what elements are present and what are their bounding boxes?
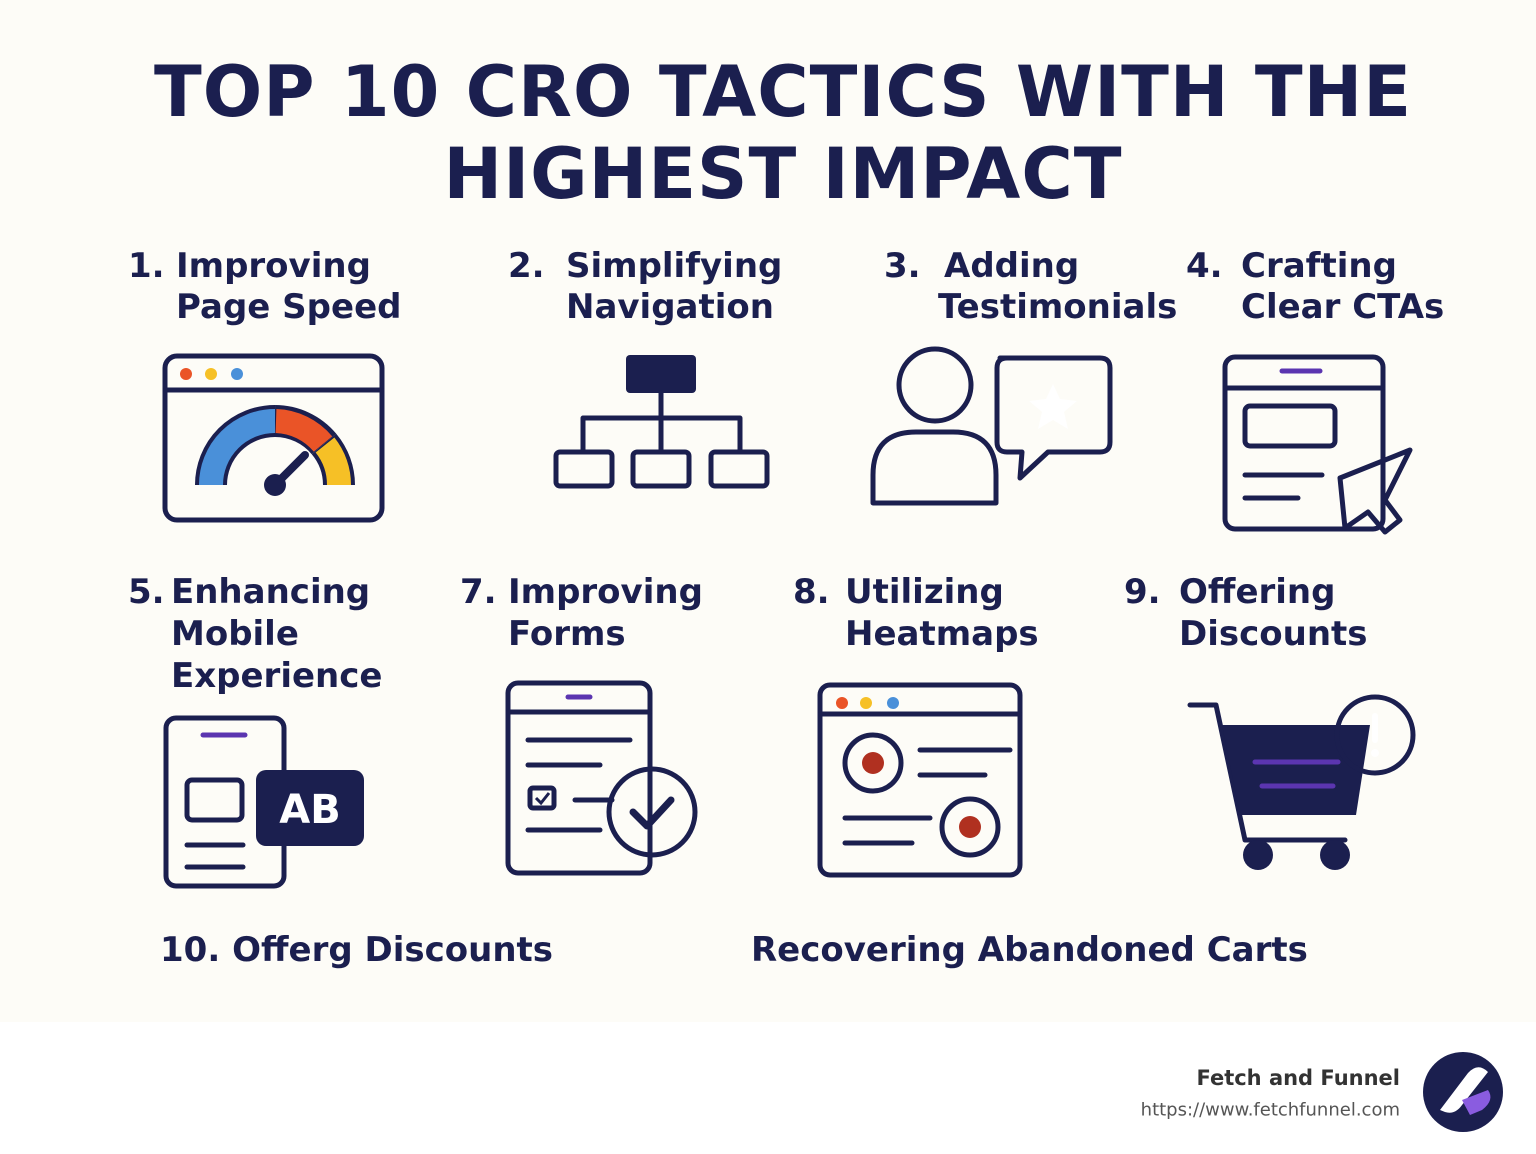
icon-cart [1187, 694, 1416, 870]
item-number: 2. [508, 246, 545, 286]
title-line: TOP 10 CRO TACTICS WITH THE [154, 51, 1412, 133]
item-number: 7. [460, 572, 497, 612]
item-label: Crafting [1241, 246, 1397, 286]
item-label: Simplifying [566, 246, 782, 286]
item-label: Offering [1179, 572, 1335, 612]
item-number: 3. [884, 246, 921, 286]
item-label: Experience [171, 656, 382, 696]
icon-cta [1222, 354, 1413, 535]
item-label: Discounts [1179, 614, 1368, 654]
item-label: Heatmaps [845, 614, 1039, 654]
footer-background [0, 1022, 1536, 1154]
bottom-label: 10. Offerg Discounts [160, 930, 553, 970]
item-label: Mobile [171, 614, 299, 654]
item-label: Page Speed [176, 287, 401, 327]
icon-heatmaps [817, 682, 1023, 878]
item-label: Testimonials [938, 287, 1177, 327]
icon-testimonials [870, 346, 1113, 506]
item-label: Enhancing [171, 572, 370, 612]
icon-mobile: AB [163, 715, 364, 889]
item-number: 8. [793, 572, 830, 612]
item-label: Utilizing [845, 572, 1004, 612]
icon-forms [505, 680, 698, 876]
title-line: HIGHEST IMPACT [444, 133, 1123, 215]
item-number: 9. [1124, 572, 1161, 612]
footer-brand: Fetch and Funnel [1196, 1066, 1400, 1090]
ab-label: AB [279, 787, 340, 833]
footer-logo [1423, 1052, 1503, 1132]
item-number: 1. [128, 246, 165, 286]
item-labels: 1. Improving Page Speed 2. Simplifying N… [128, 246, 1444, 970]
item-label: Improving [176, 246, 371, 286]
footer-url: https://www.fetchfunnel.com [1141, 1100, 1400, 1121]
bottom-label: Recovering Abandoned Carts [751, 930, 1308, 970]
item-number: 5. [128, 572, 165, 612]
item-label: Forms [508, 614, 626, 654]
icon-navigation [553, 355, 770, 489]
icon-page-speed [162, 353, 385, 523]
item-number: 4. [1186, 246, 1223, 286]
item-label: Adding [944, 246, 1079, 286]
item-label: Clear CTAs [1241, 287, 1444, 327]
item-label: Improving [508, 572, 703, 612]
background [0, 0, 1536, 1022]
item-label: Navigation [566, 287, 774, 327]
